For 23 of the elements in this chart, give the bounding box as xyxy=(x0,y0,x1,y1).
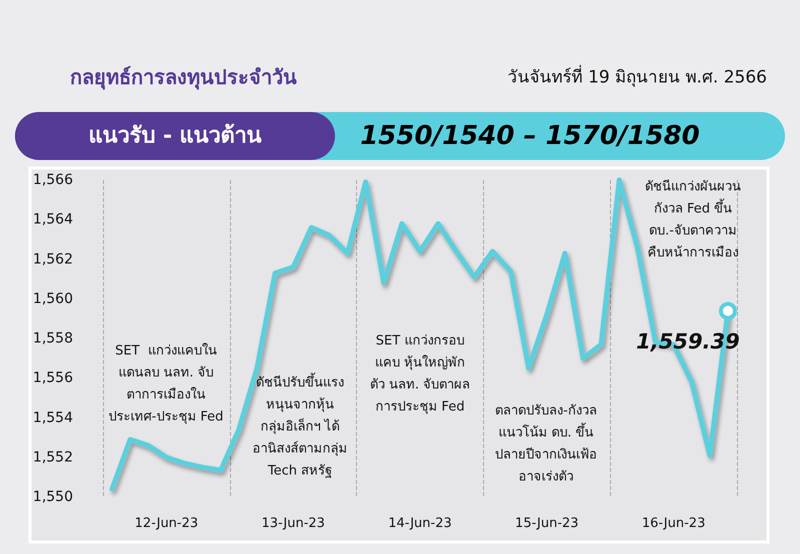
annotation: ตลาดปรับลง-กังวล แนวโน้ม ดบ. ขึ้น ปลายปีจากเงินเฟ้อ อาจเร่งตัว xyxy=(495,404,597,484)
x-tick-label: 14-Jun-23 xyxy=(388,516,452,531)
y-tick-label: 1,550 xyxy=(32,489,73,505)
chart-subtitle: วันจันทร์ที่ 19 มิถุนายน พ.ศ. 2566 xyxy=(508,64,768,88)
annotation: SET แกว่งกรอบ แคบ หุ้นใหญ่พัก ตัว นลท. จับตาผล การประชุม Fed xyxy=(370,334,470,414)
y-tick-label: 1,566 xyxy=(32,172,74,188)
annotation: SET แกว่งแคบใน แดนลบ นลท. จับ ตาการเมืองใน ประเทศ-ประชุม Fed xyxy=(108,342,224,424)
text: แนวรับ - แนวต้าน xyxy=(88,124,262,148)
x-tick-label: 12-Jun-23 xyxy=(134,516,198,531)
x-tick-label: 15-Jun-23 xyxy=(515,516,579,531)
y-tick-label: 1,552 xyxy=(32,449,73,466)
annotation: ดัชนีแกว่งผันผวน กังวล Fed ขึ้น ดบ.-จับตาความ คืบหน้าการเมือง xyxy=(645,178,741,260)
y-tick-label: 1,564 xyxy=(32,212,74,228)
x-tick-label: 13-Jun-23 xyxy=(261,516,325,531)
y-tick-label: 1,556 xyxy=(32,370,74,386)
chart-title: กลยุทธ์การลงทุนประจำวัน xyxy=(70,65,297,90)
y-tick-label: 1,560 xyxy=(32,290,73,307)
x-tick-label: 16-Jun-23 xyxy=(642,516,706,531)
y-tick-label: 1,562 xyxy=(32,251,73,268)
text: 1550/1540 – 1570/1580 xyxy=(360,121,700,151)
y-tick-label: 1,554 xyxy=(32,410,74,426)
annotation: ดัชนีปรับขึ้นแรง หนุนจากหุ้น กลุ่มอิเล็กฯ ได้ อานิสงส์ตามกลุ่ม Tech สหรัฐ xyxy=(252,372,348,478)
y-tick-label: 1,558 xyxy=(32,330,73,346)
